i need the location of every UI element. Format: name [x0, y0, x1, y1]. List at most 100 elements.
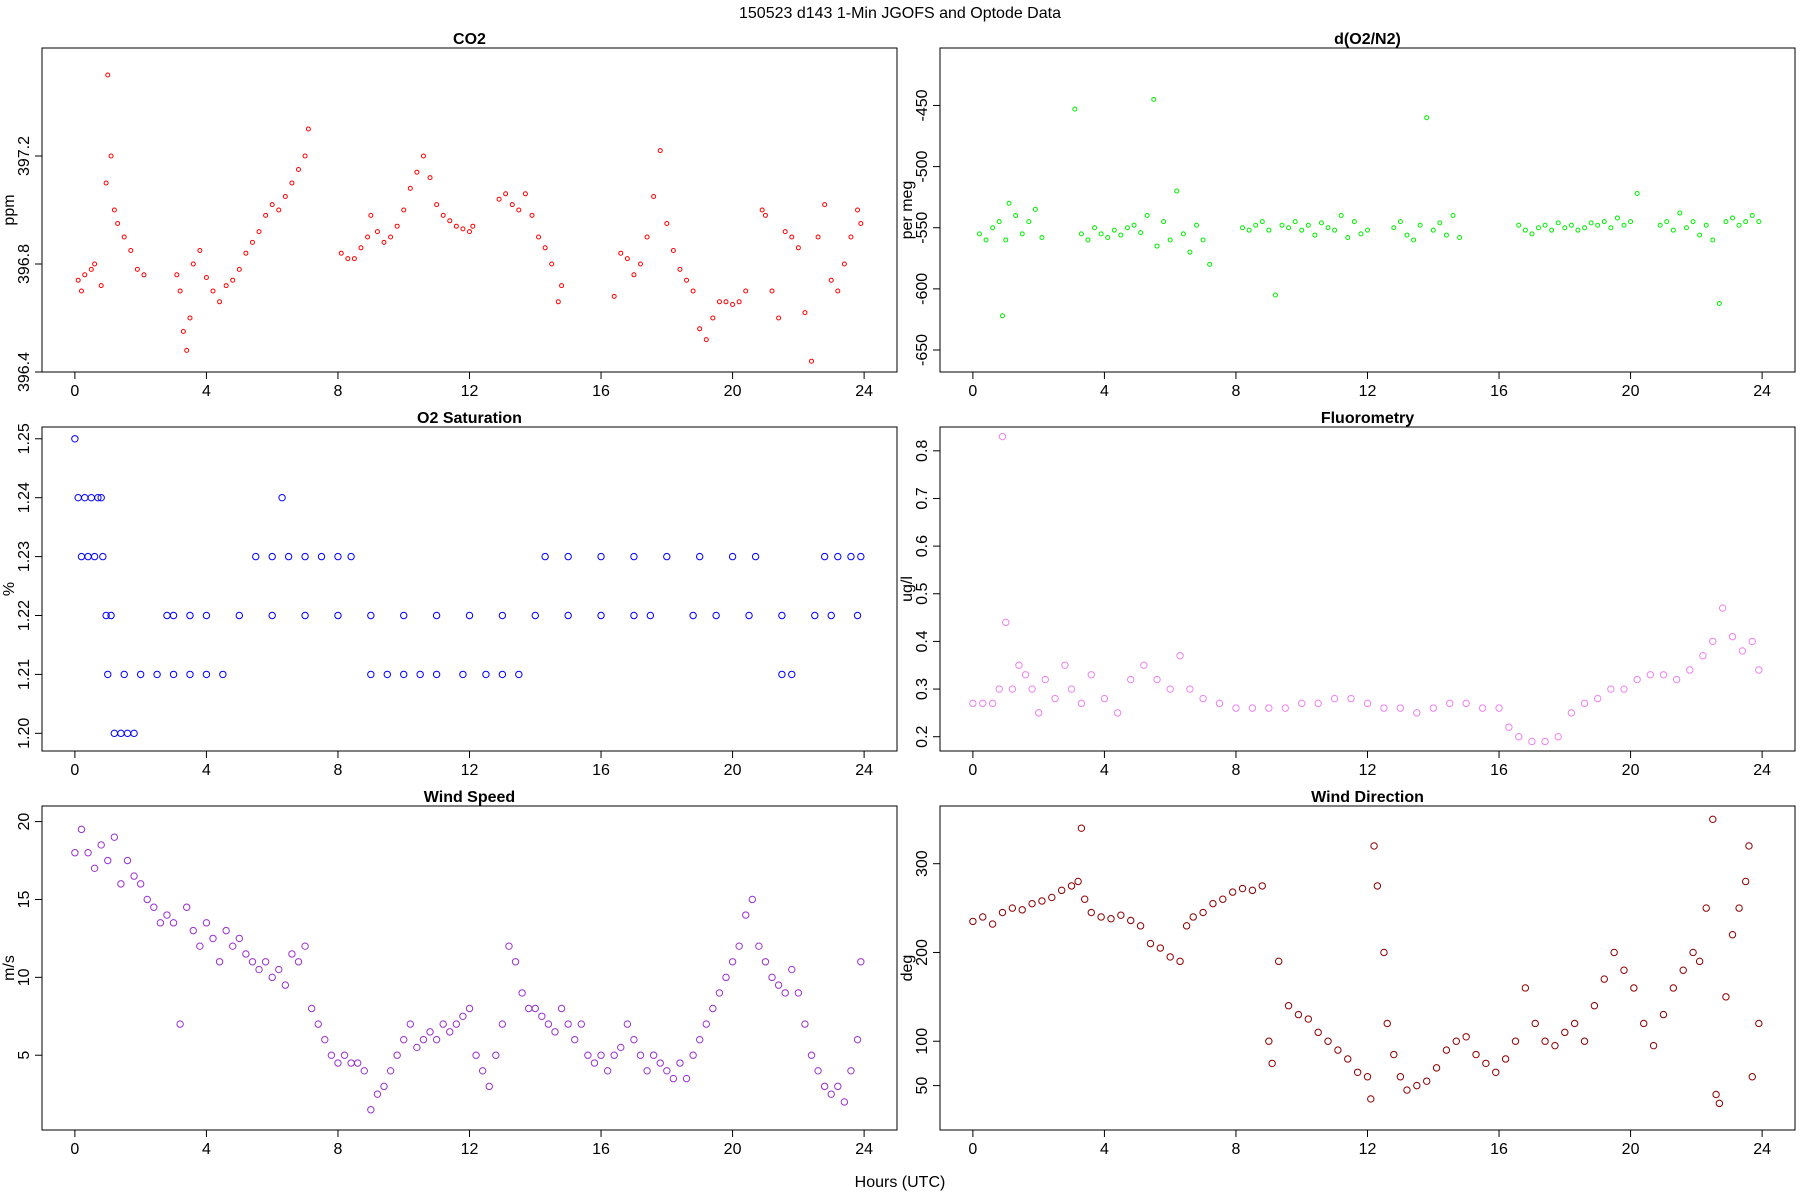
o2n2-data-point	[1200, 237, 1206, 243]
co2-y-axis-label: ppm	[1, 194, 18, 225]
co2-data-point	[243, 250, 249, 256]
fluor-data-point	[1100, 694, 1109, 703]
wdir-x-tick-label: 4	[1100, 1141, 1109, 1158]
wspd-data-point	[294, 958, 303, 966]
fluor-data-point	[1166, 685, 1174, 693]
fluor-data-point	[1672, 675, 1681, 684]
co2-data-point	[440, 212, 446, 218]
o2sat-data-point	[689, 611, 697, 620]
wdir-data-point	[1048, 893, 1056, 902]
o2n2-data-point	[1072, 106, 1078, 112]
wdir-data-point	[1396, 1073, 1405, 1081]
wspd-y-tick-label: 5	[16, 1051, 33, 1060]
o2n2-data-point	[1743, 219, 1749, 225]
fluor-data-point	[1718, 604, 1727, 612]
co2-data-point	[434, 202, 440, 208]
wdir-data-point	[1248, 886, 1257, 895]
o2sat-y-tick-label: 1.21	[16, 659, 33, 690]
wspd-data-point	[584, 1051, 592, 1059]
o2n2-data-point	[1703, 222, 1709, 228]
o2sat-data-point	[186, 670, 194, 679]
wspd-data-point	[715, 989, 724, 997]
wdir-data-point	[1353, 1068, 1362, 1077]
panel-wind-speed: Wind Speed m/s 0 4 8 12 16 20 24 5 10 15 20	[1, 789, 898, 1158]
co2-data-point	[197, 248, 203, 253]
wspd-data-point	[538, 1012, 546, 1020]
wspd-data-point	[347, 1059, 355, 1067]
o2sat-x-tick-label: 24	[855, 762, 873, 779]
wspd-data-point	[472, 1051, 480, 1059]
o2n2-data-point	[1338, 213, 1344, 219]
o2sat-data-point	[104, 670, 112, 679]
wdir-data-point	[1209, 899, 1217, 908]
o2n2-y-axis-label: per meg	[899, 181, 916, 240]
fluor-data-point	[979, 699, 987, 708]
wspd-data-point	[663, 1067, 671, 1075]
o2sat-data-point	[87, 493, 96, 502]
wspd-data-point	[597, 1051, 605, 1059]
fluor-data-point	[1330, 694, 1339, 703]
o2sat-data-point	[465, 611, 474, 620]
o2sat-data-point	[745, 611, 753, 620]
co2-data-point	[289, 180, 295, 186]
wdir-x-tick-label: 24	[1753, 1141, 1771, 1158]
co2-data-point	[374, 229, 380, 235]
wspd-data-point	[419, 1035, 428, 1044]
wspd-title: Wind Speed	[424, 789, 515, 806]
co2-data-point	[217, 299, 223, 305]
o2n2-data-point	[1092, 225, 1098, 231]
wspd-data-point	[117, 880, 125, 888]
o2sat-plot-frame	[41, 426, 898, 752]
wspd-data-point	[492, 1051, 500, 1059]
wspd-data-point	[630, 1035, 638, 1044]
o2n2-data-point	[1555, 220, 1561, 226]
co2-data-point	[401, 207, 407, 213]
o2n2-data-point	[1312, 232, 1318, 238]
wdir-data-point	[1669, 984, 1678, 992]
co2-x-tick-label: 8	[334, 383, 343, 400]
o2sat-data-point	[136, 670, 145, 679]
wdir-data-point	[1741, 877, 1750, 886]
co2-data-point	[82, 272, 88, 278]
fluor-data-point	[969, 699, 977, 708]
fluor-x-tick-label: 12	[1359, 762, 1377, 779]
o2n2-data-point	[1664, 219, 1670, 225]
co2-data-point	[822, 202, 828, 208]
wdir-data-point	[1370, 842, 1378, 850]
wdir-data-point	[1452, 1037, 1460, 1045]
co2-data-point	[503, 191, 509, 197]
co2-data-point	[345, 256, 351, 262]
o2sat-x-tick-label: 12	[461, 762, 479, 779]
fluor-data-point	[1314, 699, 1322, 708]
co2-x-tick-label: 12	[461, 383, 479, 400]
fluor-data-point	[1633, 675, 1641, 684]
fluor-data-point	[1021, 671, 1030, 679]
co2-data-point	[78, 288, 84, 294]
wspd-data-point	[761, 958, 770, 966]
o2n2-data-point	[1167, 237, 1173, 243]
o2sat-y-tick-label: 1.24	[16, 482, 33, 513]
co2-data-point	[723, 299, 729, 305]
o2n2-data-point	[1522, 227, 1528, 233]
o2n2-data-point	[1424, 115, 1430, 121]
wdir-data-point	[1511, 1037, 1520, 1045]
fluor-data-point	[1380, 704, 1388, 712]
fluor-data-point	[1728, 632, 1737, 641]
wdir-data-point	[1702, 904, 1710, 912]
o2sat-data-point	[459, 670, 467, 679]
co2-data-point	[677, 266, 683, 272]
o2n2-data-point	[1683, 225, 1689, 231]
fluor-data-point	[1554, 733, 1562, 741]
co2-data-point	[559, 283, 565, 289]
o2n2-data-point	[1549, 227, 1555, 233]
o2sat-data-point	[123, 729, 132, 738]
wdir-data-point	[1755, 1019, 1763, 1028]
fluor-data-point	[1077, 699, 1086, 708]
wspd-data-point	[524, 1004, 533, 1013]
fluor-data-point	[1462, 699, 1470, 708]
wspd-data-point	[413, 1043, 421, 1052]
co2-data-point	[795, 245, 801, 251]
co2-plot-frame	[41, 47, 898, 373]
o2sat-data-point	[630, 611, 638, 620]
wspd-data-point	[505, 942, 513, 950]
